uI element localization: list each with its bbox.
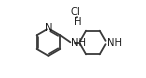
Text: NH: NH (107, 38, 122, 48)
Text: N: N (45, 23, 52, 33)
Text: H: H (74, 17, 81, 27)
Text: Cl: Cl (70, 7, 80, 17)
Text: NH: NH (71, 38, 86, 48)
